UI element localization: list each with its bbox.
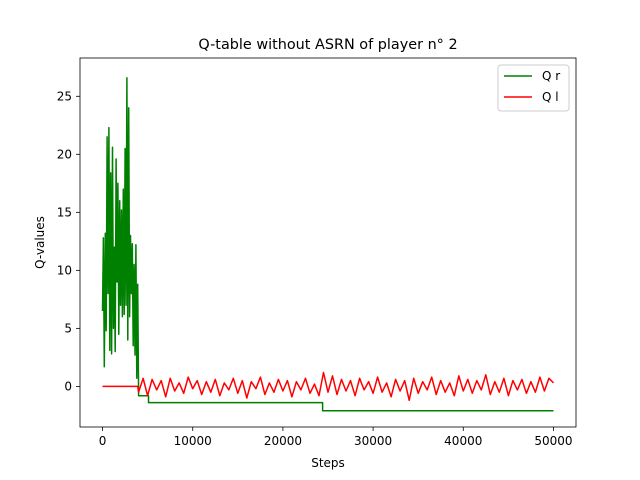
- y-tick-label: 15: [57, 205, 72, 219]
- legend: Q r Q l: [497, 64, 570, 112]
- y-tick-label: 20: [57, 147, 72, 161]
- x-axis-ticks: 0 10000 20000 30000 40000 50000: [99, 427, 573, 448]
- x-axis-label: Steps: [311, 456, 345, 470]
- y-tick-label: 25: [57, 89, 72, 103]
- x-tick-label: 0: [99, 434, 107, 448]
- series-layer: [101, 76, 555, 412]
- chart-title: Q-table without ASRN of player n° 2: [198, 37, 457, 53]
- plot-area: [80, 58, 576, 427]
- x-tick-label: 10000: [174, 434, 212, 448]
- y-tick-label: 0: [64, 379, 72, 393]
- y-axis-ticks: 0 5 10 15 20 25: [57, 89, 80, 393]
- legend-label-q-r: Q r: [542, 69, 560, 83]
- series-line-q-r: [101, 76, 554, 412]
- y-tick-label: 5: [64, 321, 72, 335]
- y-tick-label: 10: [57, 263, 72, 277]
- x-tick-label: 20000: [264, 434, 302, 448]
- series-line-q-l: [102, 371, 555, 402]
- x-tick-label: 30000: [354, 434, 392, 448]
- x-tick-label: 50000: [534, 434, 572, 448]
- plot-frame: [79, 57, 577, 428]
- y-axis-label: Q-values: [33, 216, 47, 269]
- x-tick-label: 40000: [444, 434, 482, 448]
- legend-label-q-l: Q l: [542, 90, 559, 104]
